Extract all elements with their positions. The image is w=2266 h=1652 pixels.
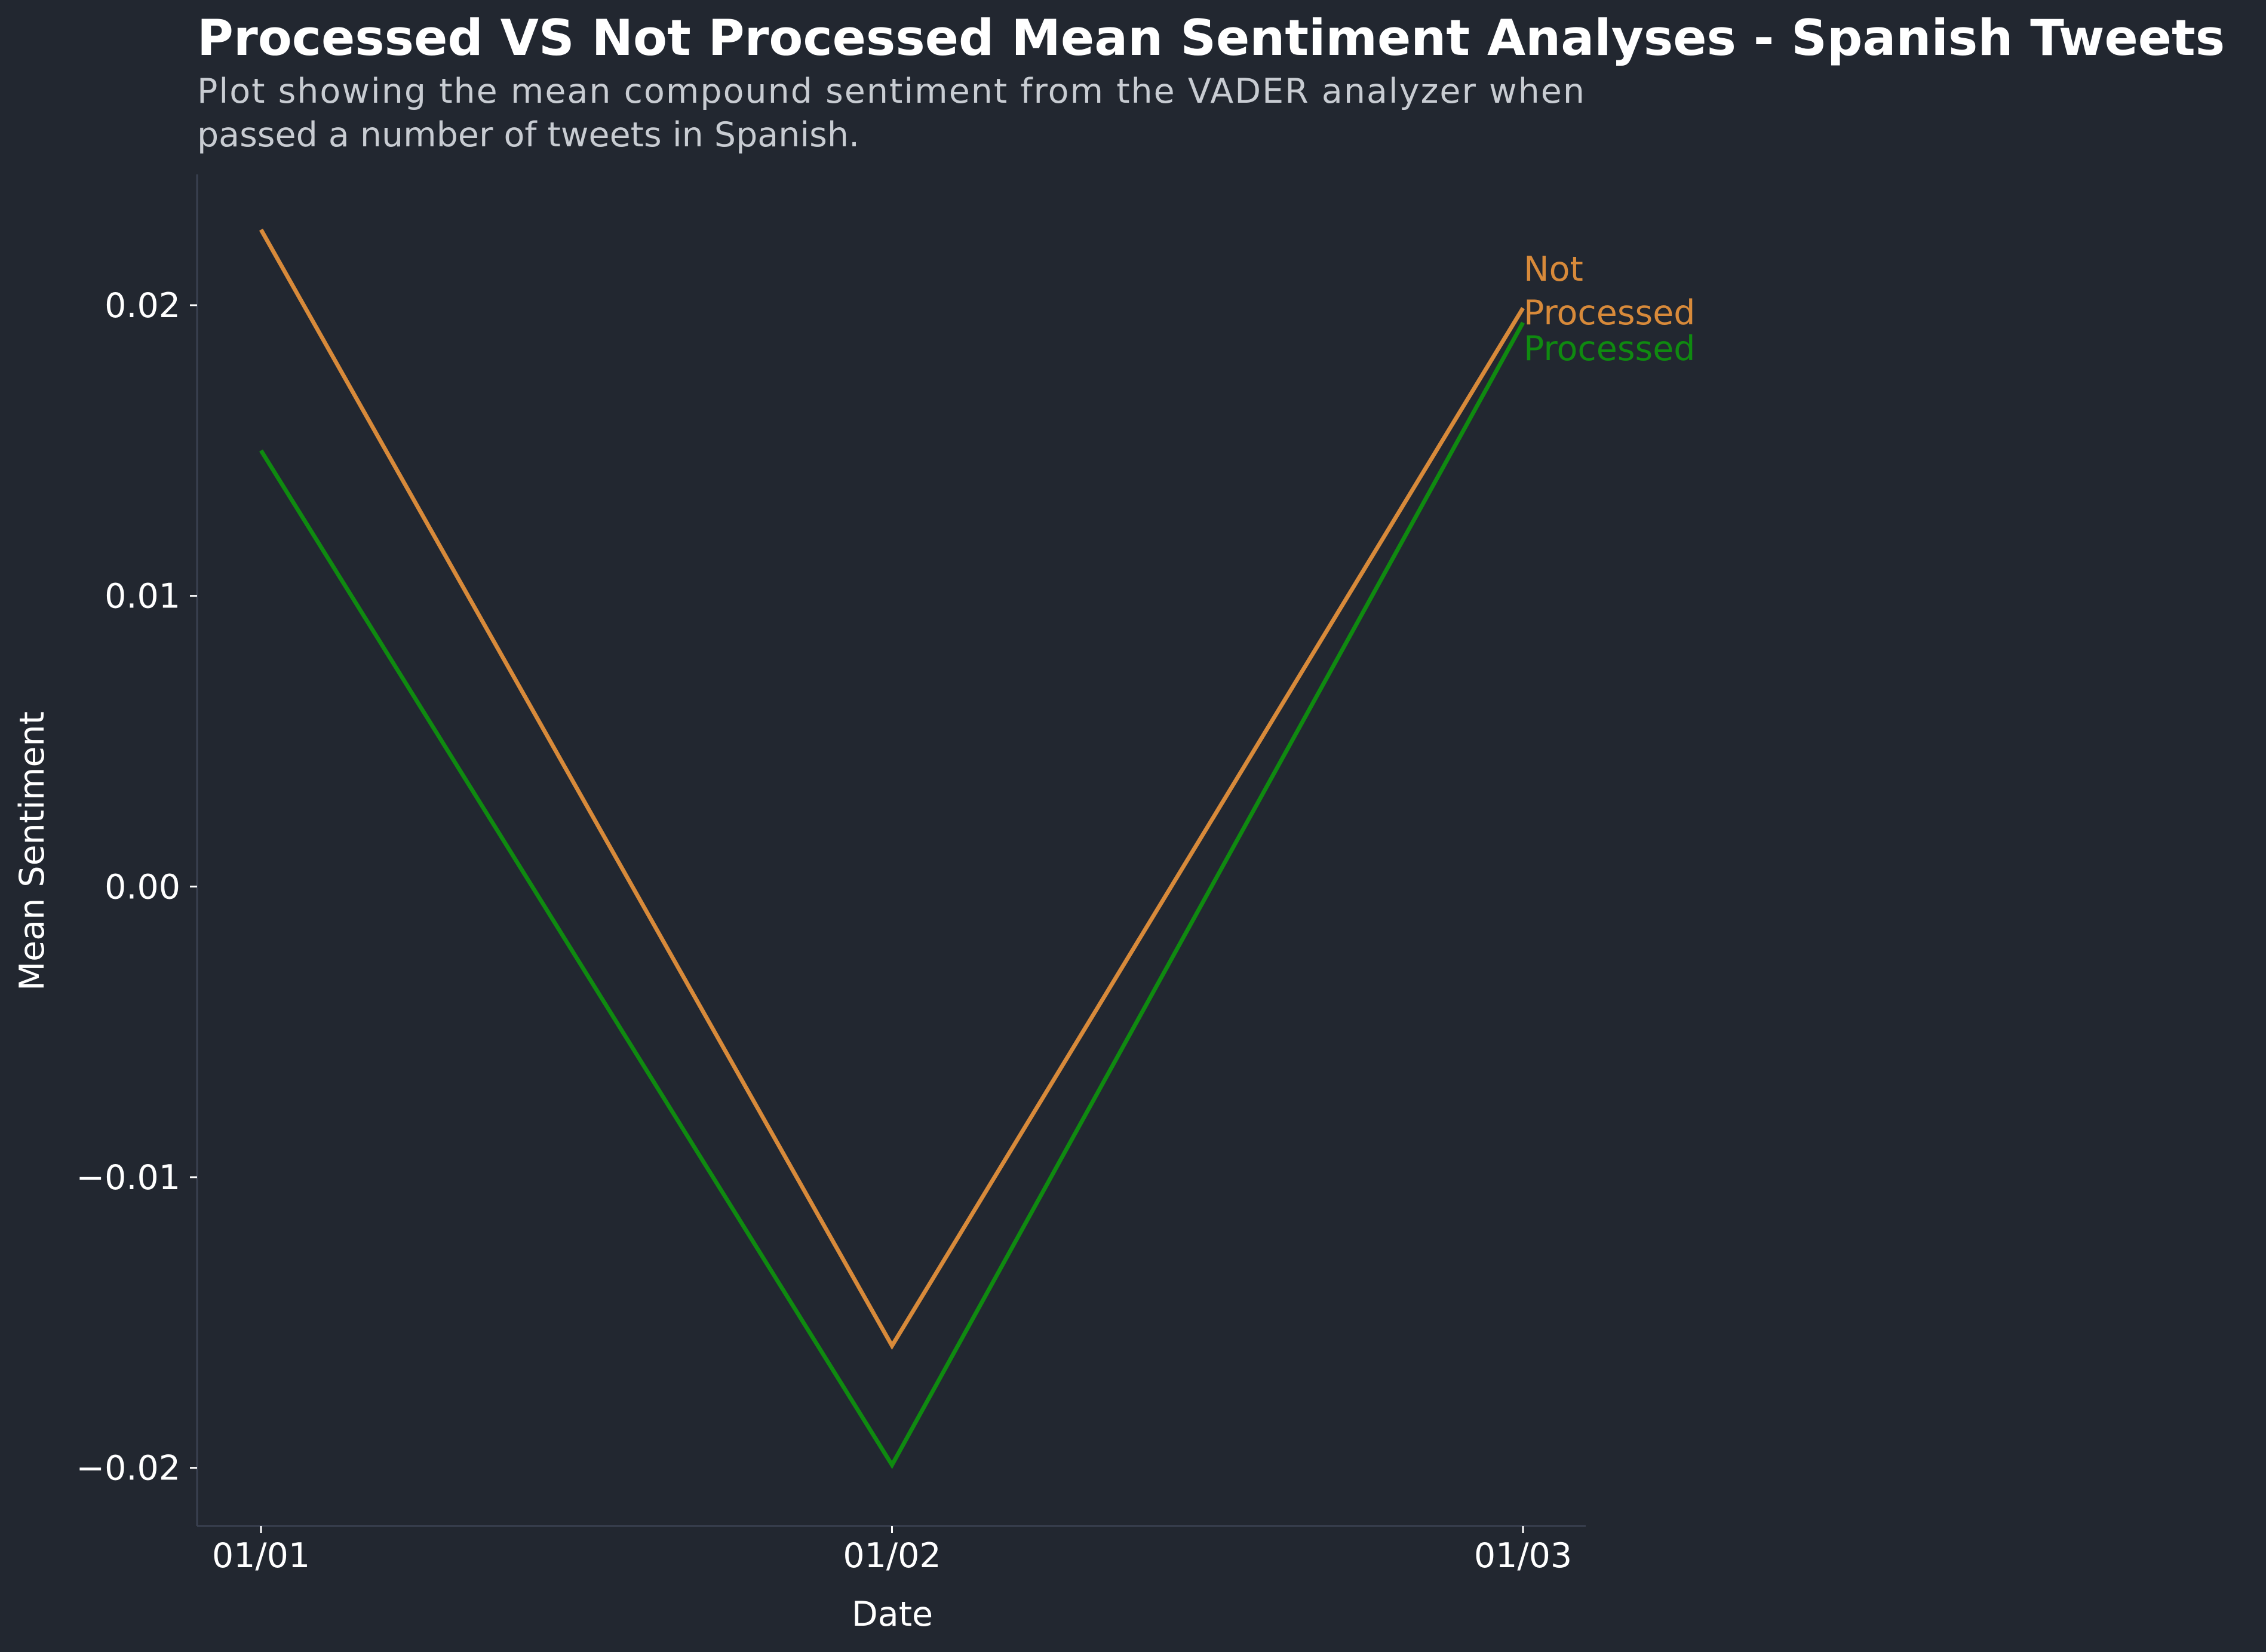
series-line-processed — [259, 321, 1525, 1469]
y-tick-label: 0.01 — [105, 577, 180, 616]
chart-title: Processed VS Not Processed Mean Sentimen… — [197, 9, 2225, 67]
y-axis-ticks: −0.02 −0.01 0.00 0.01 0.02 — [76, 286, 197, 1488]
y-axis-label: Mean Sentiment — [13, 711, 52, 991]
chart-subtitle-line-2: passed a number of tweets in Spanish. — [197, 115, 859, 155]
series-line-not-processed — [259, 228, 1525, 1350]
y-tick-label: 0.00 — [105, 867, 180, 907]
x-axis-ticks: 01/01 01/02 01/03 — [212, 1526, 1572, 1576]
series-label-not-processed: Processed — [1524, 293, 1695, 333]
x-tick-label: 01/01 — [212, 1536, 310, 1576]
x-axis-label: Date — [852, 1595, 933, 1634]
series-label-not-processed: Not — [1524, 250, 1583, 289]
x-tick-label: 01/03 — [1474, 1536, 1572, 1576]
y-tick-label: −0.01 — [76, 1158, 180, 1197]
y-tick-label: 0.02 — [105, 286, 180, 326]
series-label-processed: Processed — [1524, 329, 1695, 369]
chart-subtitle-line-1: Plot showing the mean compound sentiment… — [197, 72, 1585, 111]
x-tick-label: 01/02 — [843, 1536, 941, 1576]
y-tick-label: −0.02 — [76, 1449, 180, 1488]
